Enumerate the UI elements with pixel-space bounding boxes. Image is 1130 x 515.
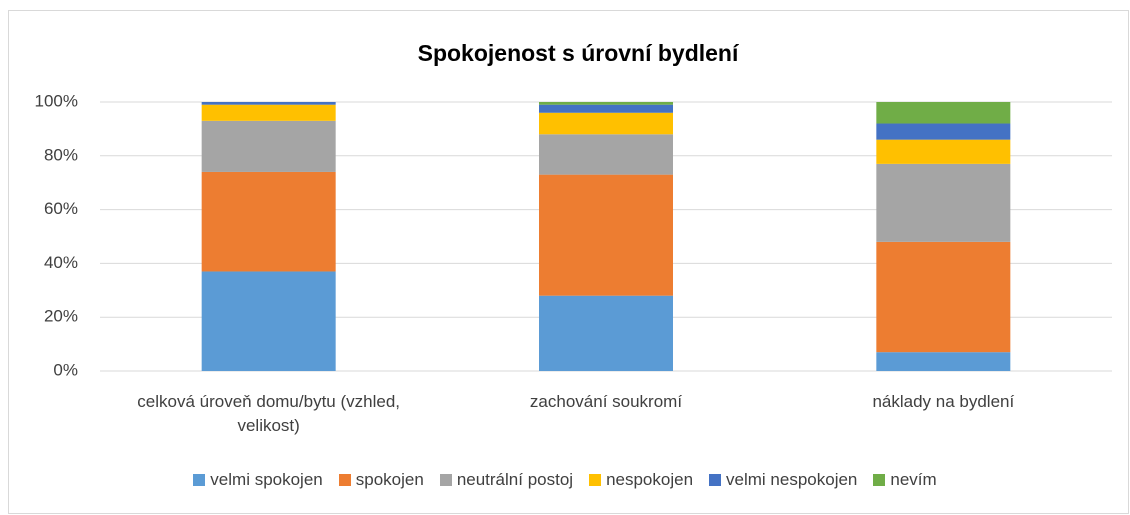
legend-label: velmi nespokojen xyxy=(726,470,858,489)
bar-segment xyxy=(876,102,1011,124)
legend-swatch xyxy=(338,474,351,486)
legend-label: neutrální postoj xyxy=(456,470,574,489)
legend-label: spokojen xyxy=(355,470,424,489)
bar-segment xyxy=(201,171,336,272)
legend-swatch xyxy=(193,474,206,486)
legend-item: velmi spokojen xyxy=(193,470,323,490)
bar-segment xyxy=(876,241,1011,353)
y-tick-label: 80% xyxy=(44,145,78,164)
bar-segment xyxy=(876,163,1011,242)
legend-label: velmi spokojen xyxy=(210,470,323,489)
legend-swatch xyxy=(439,474,452,486)
legend-label: nevím xyxy=(890,470,937,489)
legend-item: velmi nespokojen xyxy=(709,470,857,490)
y-tick-label: 20% xyxy=(44,307,78,326)
y-tick-label: 40% xyxy=(44,253,78,272)
legend-swatch xyxy=(589,474,602,486)
chart-border xyxy=(8,10,1129,514)
y-tick-label: 0% xyxy=(53,360,78,379)
bar-segment xyxy=(876,352,1011,371)
x-tick-label: zachování soukromí xyxy=(529,392,683,411)
bar-segment xyxy=(201,120,336,172)
legend-swatch xyxy=(709,474,722,486)
bar-segment xyxy=(201,102,336,105)
bar-segment xyxy=(201,104,336,121)
legend-item: nespokojen xyxy=(589,470,693,490)
legend-item: nevím xyxy=(873,470,937,490)
bar-segment xyxy=(876,123,1011,140)
x-tick-label: náklady na bydlení xyxy=(872,392,1015,411)
bar-segment xyxy=(876,139,1011,164)
legend: velmi spokojen spokojen neutrální postoj ne… xyxy=(0,470,1130,490)
legend-swatch xyxy=(873,474,886,486)
legend-item: spokojen xyxy=(338,470,424,490)
bar-segment xyxy=(539,174,673,296)
bar-segment xyxy=(539,112,673,135)
x-tick-label: celková úroveň domu/bytu (vzhled, veliko… xyxy=(137,392,400,435)
bar-segment xyxy=(539,295,673,371)
legend-label: nespokojen xyxy=(606,470,694,489)
y-tick-label: 100% xyxy=(35,91,78,110)
chart-title: Spokojenost s úrovní bydlení xyxy=(418,40,740,66)
y-tick-label: 60% xyxy=(44,199,78,218)
bar-segment xyxy=(539,104,673,113)
bar-segment xyxy=(539,134,673,175)
legend-item: neutrální postoj xyxy=(439,470,574,490)
bar-segment xyxy=(539,102,673,105)
bar-segment xyxy=(201,271,336,371)
